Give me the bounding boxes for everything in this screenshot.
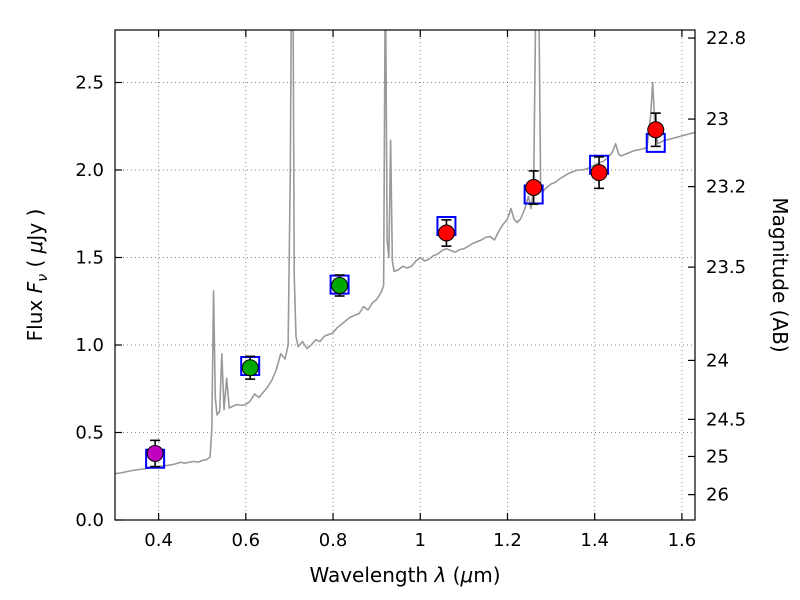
flux-tick-label: 0.5	[75, 423, 104, 444]
flux-tick-label: 0.0	[75, 510, 104, 531]
x-tick-label: 0.4	[144, 530, 173, 551]
magnitude-tick-label: 26	[706, 485, 729, 506]
observed-photometry-points	[146, 121, 665, 462]
left-tick-labels: 0.0 0.5 1.0 1.5 2.0 2.5	[75, 73, 104, 532]
magnitude-tick-label: 23.5	[706, 257, 746, 278]
magnitude-tick-label: 22.8	[706, 28, 746, 49]
flux-tick-label: 2.5	[75, 73, 104, 94]
x-tick-labels: 0.4 0.6 0.8 1 1.2 1.4 1.6	[144, 530, 696, 551]
flux-tick-label: 1.0	[75, 335, 104, 356]
magnitude-tick-label: 23.2	[706, 177, 746, 198]
x-tick-label: 1.6	[668, 530, 697, 551]
x-tick-label: 0.6	[232, 530, 261, 551]
tick-marks	[115, 30, 695, 521]
observed-photometry-point	[590, 164, 608, 182]
observed-photometry-point	[331, 277, 349, 294]
magnitude-tick-label: 24	[706, 350, 729, 371]
observed-photometry-point	[241, 359, 259, 377]
x-tick-label: 1	[415, 530, 426, 551]
left-y-axis-label: Flux Fν ( μJy )	[23, 209, 51, 342]
observed-photometry-point	[437, 224, 455, 242]
observed-photometry-point	[647, 121, 665, 139]
flux-tick-label: 1.5	[75, 248, 104, 269]
right-y-axis-label: Magnitude (AB)	[768, 197, 792, 352]
magnitude-tick-label: 25	[706, 446, 729, 467]
x-tick-label: 0.8	[319, 530, 348, 551]
flux-tick-label: 2.0	[75, 160, 104, 181]
plot-border	[114, 29, 696, 521]
observed-photometry-point	[525, 179, 543, 196]
magnitude-tick-label: 24.5	[706, 409, 746, 430]
right-tick-labels: 22.8 23 23.2 23.5 24 24.5 25 26	[706, 28, 746, 506]
magnitude-tick-label: 23	[706, 109, 729, 130]
x-axis-label: Wavelength λ (μm)	[309, 563, 500, 587]
x-tick-label: 1.4	[580, 530, 609, 551]
x-tick-label: 1.2	[493, 530, 522, 551]
observed-photometry-point	[146, 445, 164, 462]
